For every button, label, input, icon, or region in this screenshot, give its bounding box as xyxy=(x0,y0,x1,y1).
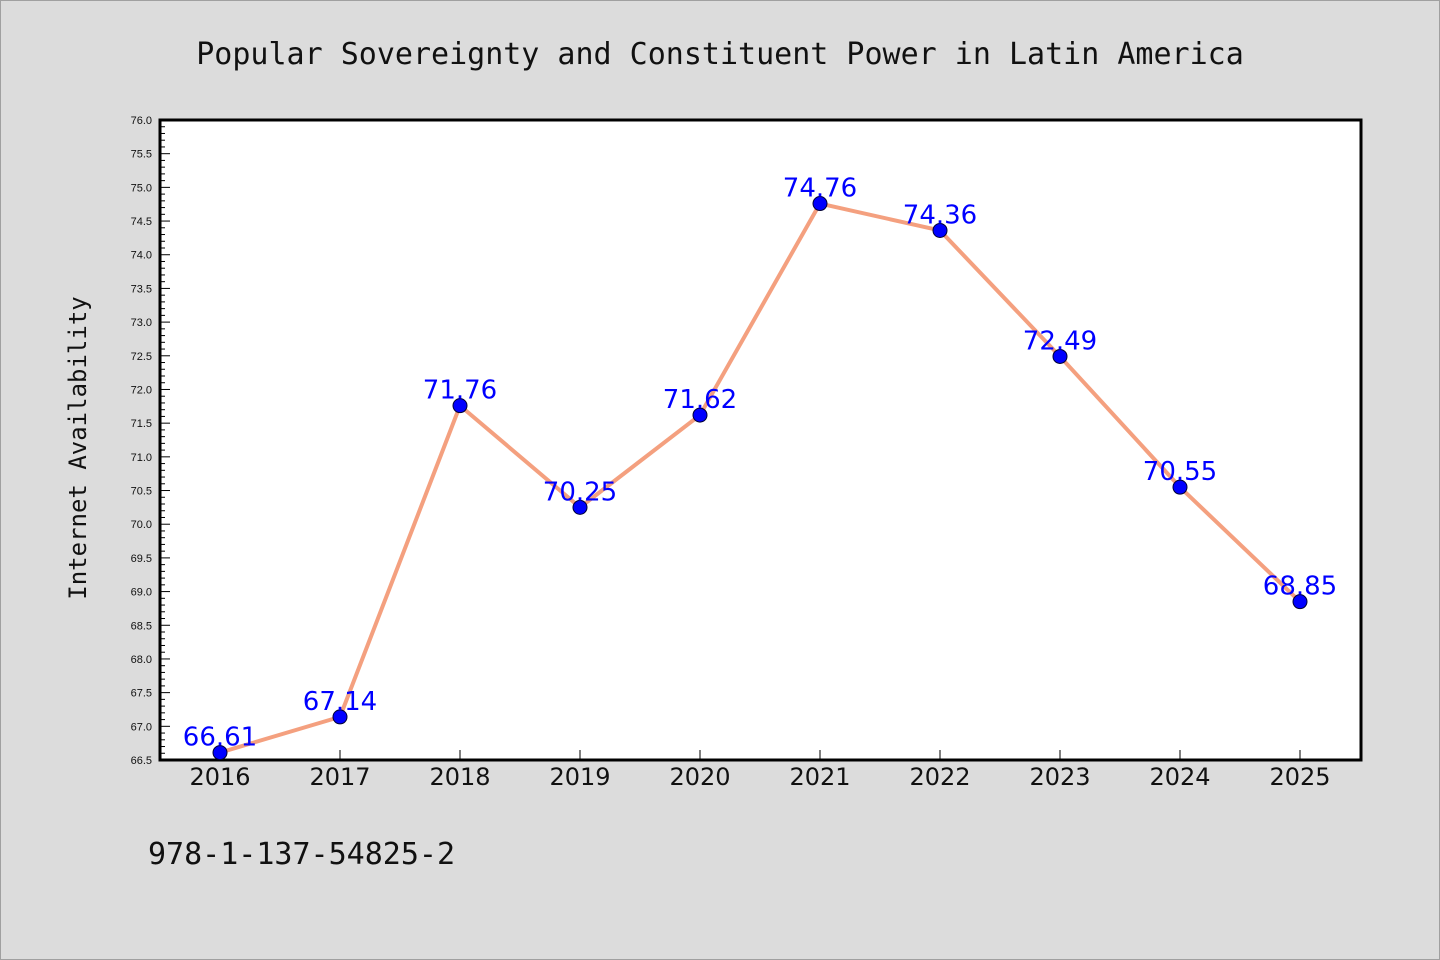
x-tick-label: 2020 xyxy=(669,763,730,791)
x-tick-label: 2016 xyxy=(189,763,250,791)
data-label: 66.61 xyxy=(183,723,257,753)
series-group xyxy=(212,196,1308,761)
plot-area xyxy=(158,118,1363,762)
y-tick-label: 72.0 xyxy=(131,384,152,396)
x-tick-label: 2019 xyxy=(549,763,610,791)
data-label: 70.25 xyxy=(543,477,617,507)
x-axis: 2016 2017 2018 2019 2020 2021 2022 2023 2024 2025 xyxy=(189,750,1331,791)
x-tick-label: 2022 xyxy=(909,763,970,791)
y-tick-label: 67.5 xyxy=(131,688,152,700)
y-tick-label: 68.0 xyxy=(131,654,152,666)
data-label: 71.62 xyxy=(663,385,737,415)
x-tick-label: 2018 xyxy=(429,763,490,791)
data-label: 72.49 xyxy=(1023,326,1097,356)
data-point xyxy=(812,196,828,212)
data-point xyxy=(572,499,588,515)
data-label: 74.36 xyxy=(903,200,977,230)
y-tick-label: 71.0 xyxy=(131,452,152,464)
y-tick-label: 70.5 xyxy=(131,486,152,498)
y-tick-label: 69.5 xyxy=(131,553,152,565)
data-label: 68.85 xyxy=(1263,572,1337,602)
y-axis: 66.5 67.0 67.5 68.0 68.5 69.0 69.5 70.0 70.5 71.0… xyxy=(131,115,170,767)
y-tick-label: 76.0 xyxy=(131,115,152,127)
data-labels: 66.61 67.14 71.76 70.25 71.62 74.76 74.36 72.49… xyxy=(183,174,1337,753)
data-point xyxy=(212,745,228,761)
data-point xyxy=(1172,479,1188,495)
data-label: 71.76 xyxy=(423,376,497,406)
y-tick-label: 73.5 xyxy=(131,283,152,295)
y-tick-label: 74.0 xyxy=(131,250,152,262)
y-tick-label: 71.5 xyxy=(131,418,152,430)
data-label: 67.14 xyxy=(303,687,377,717)
x-tick-label: 2021 xyxy=(789,763,850,791)
data-label: 74.76 xyxy=(783,174,857,204)
data-point xyxy=(932,222,948,238)
x-tick-label: 2025 xyxy=(1269,763,1330,791)
data-point xyxy=(1292,594,1308,610)
data-point xyxy=(1052,348,1068,364)
data-point xyxy=(332,709,348,725)
y-tick-label: 73.0 xyxy=(131,317,152,329)
y-tick-label: 75.5 xyxy=(131,149,152,161)
series-line xyxy=(219,201,1302,755)
y-tick-label: 70.0 xyxy=(131,519,152,531)
y-tick-label: 74.5 xyxy=(131,216,152,228)
isbn-text: 978-1-137-54825-2 xyxy=(148,837,455,872)
x-tick-label: 2023 xyxy=(1029,763,1090,791)
y-tick-label: 75.0 xyxy=(131,182,152,194)
y-tick-label: 69.0 xyxy=(131,587,152,599)
y-tick-label: 67.0 xyxy=(131,721,152,733)
y-tick-label: 66.5 xyxy=(131,755,152,767)
y-tick-label: 72.5 xyxy=(131,351,152,363)
x-tick-label: 2024 xyxy=(1149,763,1210,791)
y-tick-label: 68.5 xyxy=(131,620,152,632)
chart-title: Popular Sovereignty and Constituent Powe… xyxy=(196,37,1244,72)
data-point xyxy=(452,398,468,414)
data-point xyxy=(692,407,708,423)
y-axis-label: Internet Availability xyxy=(64,296,92,599)
x-tick-label: 2017 xyxy=(309,763,370,791)
data-label: 70.55 xyxy=(1143,457,1217,487)
